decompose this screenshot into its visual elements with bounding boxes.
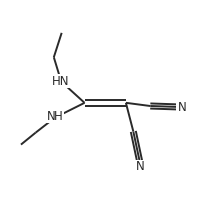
- Bar: [46, 110, 64, 123]
- Text: N: N: [178, 100, 187, 114]
- Bar: [176, 100, 189, 114]
- Text: HN: HN: [51, 75, 69, 88]
- Text: N: N: [136, 160, 145, 173]
- Bar: [134, 159, 147, 173]
- Text: H: H: [54, 110, 63, 123]
- Text: N: N: [47, 110, 55, 123]
- Bar: [52, 74, 70, 88]
